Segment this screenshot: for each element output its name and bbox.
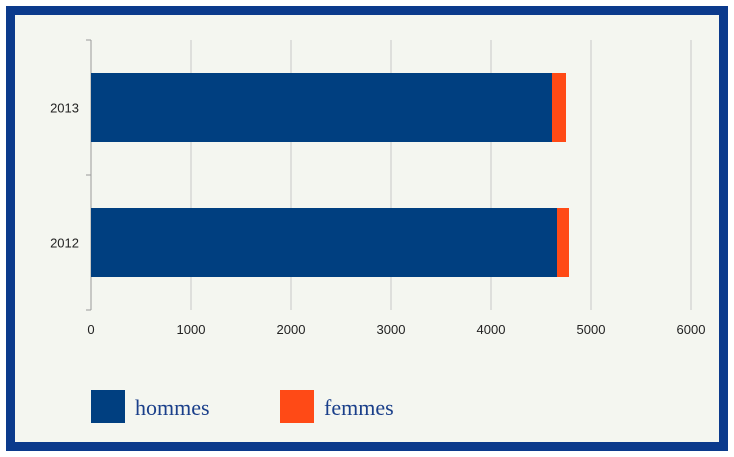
legend-label-hommes: hommes <box>135 395 210 420</box>
x-tick-label: 4000 <box>477 322 506 337</box>
legend-item-hommes: hommes <box>91 390 210 423</box>
y-tick-label: 2013 <box>50 101 79 116</box>
legend-label-femmes: femmes <box>324 395 394 420</box>
legend-swatch-femmes <box>280 390 314 423</box>
x-tick-label: 3000 <box>377 322 406 337</box>
bar-hommes-2012 <box>91 208 557 277</box>
bar-femmes-2012 <box>557 208 569 277</box>
x-tick-label: 1000 <box>177 322 206 337</box>
x-tick-label: 6000 <box>677 322 706 337</box>
bar-hommes-2013 <box>91 73 552 142</box>
legend: hommes femmes <box>91 390 394 423</box>
bar-layer <box>91 73 569 277</box>
x-tick-label: 0 <box>87 322 94 337</box>
legend-item-femmes: femmes <box>280 390 394 423</box>
legend-swatch-hommes <box>91 390 125 423</box>
x-tick-label: 2000 <box>277 322 306 337</box>
bar-femmes-2013 <box>552 73 566 142</box>
y-tick-label: 2012 <box>50 236 79 251</box>
tick-layer: 0 1000 2000 3000 4000 5000 6000 2013 2012 <box>50 101 705 338</box>
x-tick-label: 5000 <box>577 322 606 337</box>
